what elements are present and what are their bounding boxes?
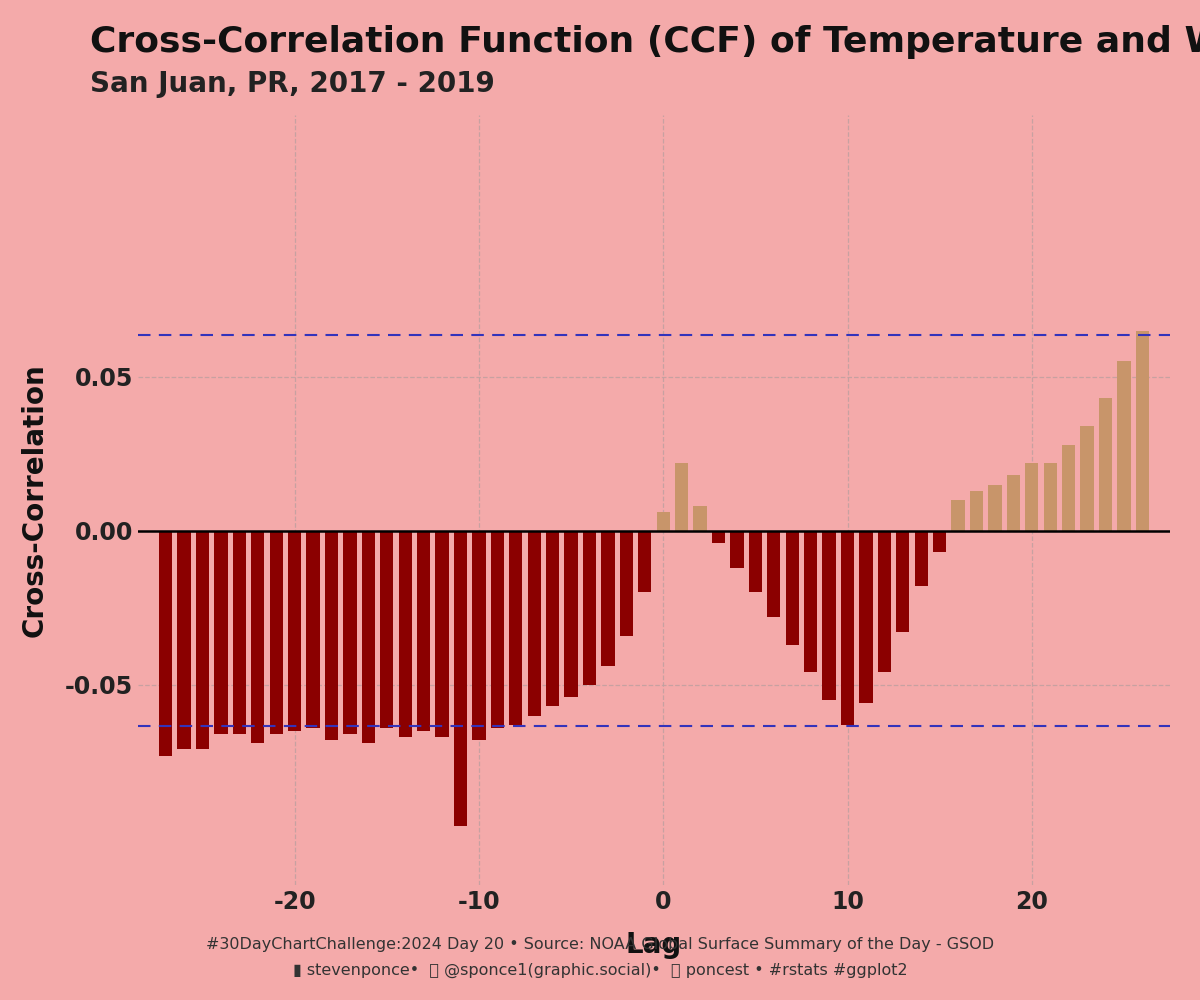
Bar — [656, 512, 670, 531]
Bar — [1007, 475, 1020, 531]
Bar — [952, 500, 965, 531]
Bar — [398, 531, 412, 737]
Bar — [564, 531, 577, 697]
Bar — [473, 531, 486, 740]
Bar — [676, 463, 689, 531]
X-axis label: Lag: Lag — [626, 931, 682, 959]
Text: Cross-Correlation Function (CCF) of Temperature and Wind Speed: Cross-Correlation Function (CCF) of Temp… — [90, 25, 1200, 59]
Bar — [343, 531, 356, 734]
Bar — [749, 531, 762, 592]
Bar — [491, 531, 504, 728]
Bar — [436, 531, 449, 737]
Bar — [1062, 445, 1075, 531]
Bar — [546, 531, 559, 706]
Bar — [251, 531, 264, 743]
Bar — [841, 531, 854, 725]
Bar — [270, 531, 283, 734]
Bar — [288, 531, 301, 731]
Bar — [233, 531, 246, 734]
Bar — [619, 531, 632, 636]
Bar — [1099, 398, 1112, 531]
Bar — [934, 531, 947, 552]
Bar — [528, 531, 541, 716]
Bar — [1044, 463, 1057, 531]
Bar — [509, 531, 522, 725]
Bar — [1117, 361, 1130, 531]
Bar — [583, 531, 596, 685]
Bar — [896, 531, 910, 632]
Text: San Juan, PR, 2017 - 2019: San Juan, PR, 2017 - 2019 — [90, 70, 494, 98]
Bar — [418, 531, 431, 731]
Bar — [786, 531, 799, 645]
Bar — [804, 531, 817, 672]
Bar — [731, 531, 744, 568]
Bar — [859, 531, 872, 703]
Bar — [601, 531, 614, 666]
Bar — [638, 531, 652, 592]
Bar — [160, 531, 173, 756]
Bar — [1080, 426, 1093, 531]
Bar — [380, 531, 394, 728]
Bar — [361, 531, 374, 743]
Bar — [989, 485, 1002, 531]
Bar — [877, 531, 890, 672]
Bar — [694, 506, 707, 531]
Bar — [970, 491, 983, 531]
Bar — [454, 531, 467, 826]
Bar — [914, 531, 928, 586]
Bar — [822, 531, 835, 700]
Bar — [1025, 463, 1038, 531]
Bar — [178, 531, 191, 749]
Bar — [325, 531, 338, 740]
Bar — [767, 531, 780, 617]
Text: ▮ stevenponce•  ＠ @sponce1(graphic.social)•   poncest • #rstats #ggplot2: ▮ stevenponce• ＠ @sponce1(graphic.social… — [293, 963, 907, 978]
Bar — [196, 531, 209, 749]
Bar — [1135, 331, 1148, 531]
Bar — [306, 531, 319, 728]
Text: #30DayChartChallenge:2024 Day 20 • Source: NOAA Global Surface Summary of the Da: #30DayChartChallenge:2024 Day 20 • Sourc… — [206, 937, 994, 952]
Bar — [215, 531, 228, 734]
Y-axis label: Cross-Correlation: Cross-Correlation — [20, 363, 48, 637]
Bar — [712, 531, 725, 543]
